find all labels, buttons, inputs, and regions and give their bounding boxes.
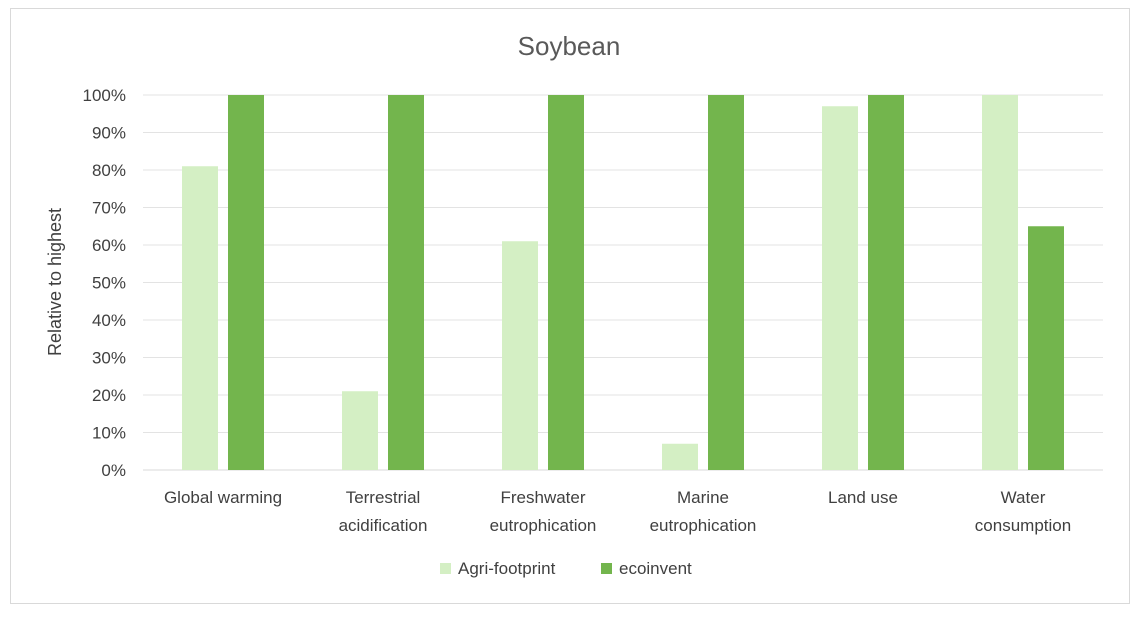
x-category-label: Marine	[677, 488, 729, 507]
y-axis-ticks: 0% 10% 20% 30% 40% 50% 60% 70% 80% 90% 100%	[83, 86, 126, 480]
bar-agri-footprint-1	[342, 391, 378, 470]
y-tick-label: 50%	[92, 274, 126, 293]
y-tick-label: 20%	[92, 386, 126, 405]
legend-swatch	[601, 563, 612, 574]
legend: Agri-footprint ecoinvent	[440, 559, 692, 578]
bar-ecoinvent-5	[1028, 226, 1064, 470]
x-category-label: Terrestrial	[346, 488, 421, 507]
x-category-label: Freshwater	[500, 488, 585, 507]
bar-agri-footprint-4	[822, 106, 858, 470]
x-category-label: acidification	[339, 516, 428, 535]
x-category-label: Water	[1001, 488, 1046, 507]
y-tick-label: 100%	[83, 86, 126, 105]
y-tick-label: 30%	[92, 349, 126, 368]
bar-ecoinvent-4	[868, 95, 904, 470]
bar-ecoinvent-2	[548, 95, 584, 470]
x-category-label: eutrophication	[490, 516, 597, 535]
legend-swatch	[440, 563, 451, 574]
bar-ecoinvent-1	[388, 95, 424, 470]
x-category-label: consumption	[975, 516, 1071, 535]
y-tick-label: 90%	[92, 124, 126, 143]
bar-ecoinvent-0	[228, 95, 264, 470]
bar-agri-footprint-3	[662, 443, 698, 470]
legend-label: ecoinvent	[619, 559, 692, 578]
y-tick-label: 60%	[92, 236, 126, 255]
x-category-label: eutrophication	[650, 516, 757, 535]
x-category-label: Global warming	[164, 488, 282, 507]
y-tick-label: 40%	[92, 311, 126, 330]
y-tick-label: 0%	[101, 461, 126, 480]
bars	[182, 95, 1064, 470]
bar-agri-footprint-5	[982, 95, 1018, 470]
x-category-label: Land use	[828, 488, 898, 507]
bar-ecoinvent-3	[708, 95, 744, 470]
gridlines	[143, 94, 1103, 471]
y-tick-label: 70%	[92, 199, 126, 218]
y-axis-label: Relative to highest	[45, 208, 65, 356]
chart-title: Soybean	[518, 31, 621, 61]
y-tick-label: 80%	[92, 161, 126, 180]
bar-agri-footprint-0	[182, 166, 218, 470]
x-axis-labels: Global warming Terrestrial acidification Fr…	[164, 488, 1071, 535]
bar-agri-footprint-2	[502, 241, 538, 470]
y-tick-label: 10%	[92, 424, 126, 443]
legend-label: Agri-footprint	[458, 559, 556, 578]
